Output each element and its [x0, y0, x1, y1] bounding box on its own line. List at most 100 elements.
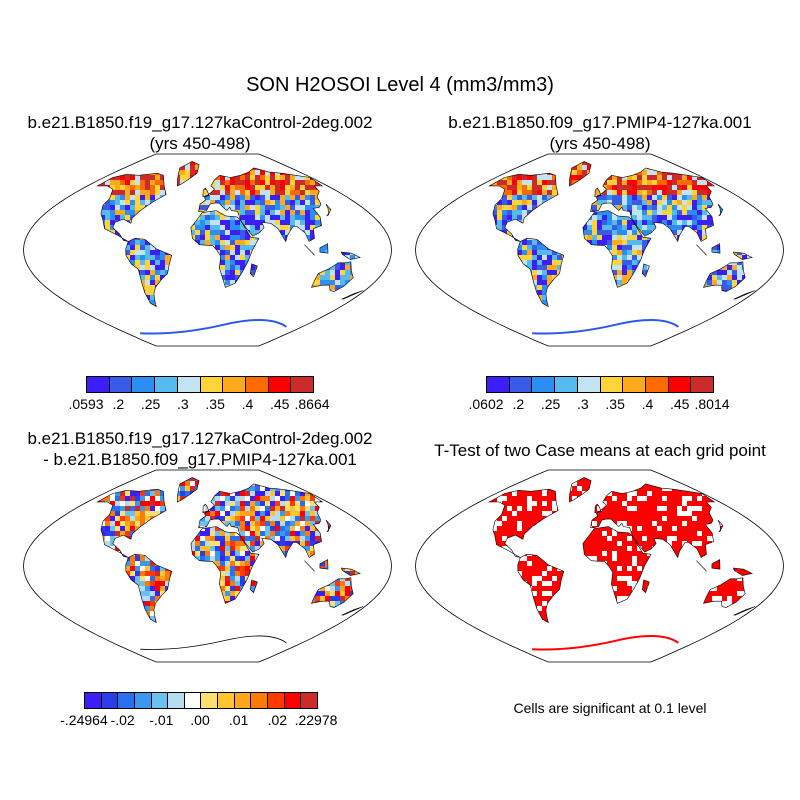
colorbar-label: .4 — [241, 396, 254, 412]
coastline — [304, 244, 315, 256]
colorbar-swatch — [251, 693, 269, 708]
colorbar-label: .25 — [540, 396, 561, 412]
colorbar-label: .35 — [605, 396, 625, 412]
coastline — [696, 244, 707, 256]
coastline — [198, 167, 324, 243]
colorbar-label: .45 — [669, 396, 690, 412]
coastline — [732, 251, 753, 260]
colorbar-swatch — [134, 693, 152, 708]
colorbar-swatch — [151, 693, 169, 708]
colorbar-labels-bottom-left: -.24964 -.02 -.01 .00 .01 .02 .22978 — [60, 712, 337, 730]
panel-title-bottom-right: T-Test of two Case means at each grid po… — [434, 441, 766, 460]
coastline — [249, 263, 258, 278]
coastline — [569, 477, 592, 503]
coastline — [488, 172, 559, 242]
colorbar-swatch — [600, 377, 624, 392]
colorbar-label: -.01 — [149, 712, 174, 728]
colorbar-swatch — [487, 377, 510, 392]
panel-title-line2: (yrs 450-498) — [149, 134, 251, 153]
coastline — [96, 488, 167, 558]
coastline — [341, 606, 364, 616]
land-cells — [97, 161, 364, 307]
colorbar-labels-top-right: .0602 .2 .25 .3 .35 .4 .45.8014 — [468, 396, 729, 414]
colorbar-label: .3 — [577, 396, 589, 412]
coastline — [594, 187, 602, 198]
colorbar-label: .8014 — [694, 396, 730, 412]
coastline — [582, 526, 652, 604]
colorbar-swatch — [509, 377, 533, 392]
colorbar-label: .01 — [228, 712, 249, 728]
colorbar-swatch — [577, 377, 601, 392]
colorbar-label: .2 — [512, 396, 525, 412]
colorbar-label: .45 — [269, 396, 290, 412]
colorbar-label: .02 — [267, 712, 288, 728]
coastline — [590, 483, 716, 559]
colorbar-swatch — [245, 377, 269, 392]
coastline — [702, 261, 746, 292]
colorbar-label: .35 — [205, 396, 225, 412]
colorbar-label: .3 — [177, 396, 189, 412]
colorbar-swatch — [532, 377, 556, 392]
colorbar-swatch — [177, 377, 201, 392]
coastline — [717, 203, 724, 217]
colorbar-swatch — [155, 377, 178, 392]
colorbar-label: -.02 — [110, 712, 135, 728]
coastline — [717, 519, 724, 533]
panel-title-line1: b.e21.B1850.f19_g17.127kaControl-2deg.00… — [27, 113, 373, 132]
colorbar-swatch — [109, 377, 133, 392]
coastline — [641, 579, 650, 594]
figure-title: SON H2OSOI Level 4 (mm3/mm3) — [246, 74, 554, 96]
coastline — [125, 237, 173, 308]
colorbar-swatch — [623, 377, 646, 392]
colorbar-label: .0593 — [68, 396, 104, 412]
coastline — [190, 210, 260, 288]
coastline — [125, 553, 173, 624]
colorbar-swatch — [218, 693, 235, 708]
panel-title-line2: (yrs 450-498) — [549, 134, 651, 153]
land-cells — [489, 477, 756, 623]
coastline — [582, 210, 652, 288]
colorbar-bottom-left — [84, 692, 318, 709]
coastline — [249, 579, 258, 594]
colorbar-swatch — [691, 377, 714, 392]
coastline — [569, 161, 592, 187]
coastline — [177, 161, 200, 187]
colorbar-top-right — [486, 376, 714, 393]
antarctica-coast — [532, 318, 679, 335]
coastline — [341, 290, 364, 300]
colorbar-label: .2 — [112, 396, 125, 412]
coastline — [340, 567, 361, 576]
coastline — [202, 187, 210, 198]
coastline — [190, 526, 260, 604]
antarctica-coast — [140, 635, 287, 650]
colorbar-top-left — [86, 376, 314, 393]
colorbar-labels-top-left: .0593 .2 .25 .3 .35 .4 .45.8664 — [68, 396, 329, 414]
panel-title-bottom-left: b.e21.B1850.f19_g17.127kaControl-2deg.00… — [0, 428, 400, 470]
panel-title-line1: b.e21.B1850.f19_g17.127kaControl-2deg.00… — [27, 429, 373, 448]
colorbar-swatch — [223, 377, 246, 392]
coastline — [340, 251, 361, 260]
colorbar-label: .25 — [140, 396, 161, 412]
colorbar-swatch — [301, 693, 317, 708]
coastline — [517, 553, 565, 624]
colorbar-swatch — [268, 377, 292, 392]
coastline — [202, 503, 210, 514]
coastline — [733, 290, 756, 300]
map-top-left — [23, 153, 392, 347]
coastline — [517, 237, 565, 308]
panel-title-line1: b.e21.B1850.f09_g17.PMIP4-127ka.001 — [448, 113, 752, 132]
colorbar-swatch — [168, 693, 185, 708]
coastline — [310, 261, 354, 292]
coastline — [732, 567, 753, 576]
colorbar-label: .00 — [190, 712, 210, 728]
coastline — [304, 560, 315, 572]
colorbar-swatch — [668, 377, 692, 392]
coastline — [641, 263, 650, 278]
coastline — [96, 172, 167, 242]
antarctica-coast — [532, 634, 679, 651]
colorbar-label: .22978 — [294, 712, 338, 728]
colorbar-swatch — [184, 693, 202, 708]
land-cells — [97, 477, 364, 623]
coastline — [177, 477, 200, 503]
colorbar-swatch — [132, 377, 156, 392]
